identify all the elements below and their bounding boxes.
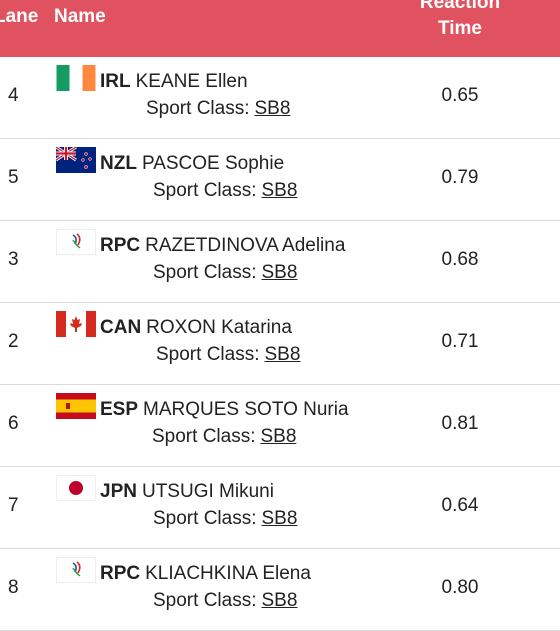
reaction-time-value: 0.65 [441, 85, 479, 106]
results-table-header: Lane Name Reaction Time [0, 0, 560, 57]
new-zealand-flag-icon [56, 147, 96, 173]
japan-flag-icon [56, 475, 96, 501]
lane-number: 5 [8, 167, 19, 188]
sport-class-link[interactable]: SB8 [261, 508, 298, 529]
sport-class-cell: Sport Class: SB8 [146, 98, 290, 120]
athlete-name-cell: ESP MARQUES SOTO Nuria [56, 393, 349, 421]
athlete-name-cell: JPN UTSUGI Mikuni [56, 475, 274, 503]
athlete-name-link[interactable]: ROXON Katarina [146, 317, 292, 338]
table-row[interactable]: 8 RPC KLIACHKINA Elena Sport Class: SB8 0.… [0, 549, 560, 631]
sport-class-cell: Sport Class: SB8 [153, 180, 297, 202]
table-row[interactable]: 2 CAN ROXON Katarina Sport Class: SB8 0.71 [0, 303, 560, 385]
table-row[interactable]: 6 ESP MARQUES SOTO Nuria Sport Class: SB8 … [0, 385, 560, 467]
rpc-flag-icon [56, 557, 96, 583]
athlete-name-link[interactable]: KLIACHKINA Elena [145, 563, 311, 584]
sport-class-cell: Sport Class: SB8 [152, 426, 296, 448]
sport-class-cell: Sport Class: SB8 [156, 344, 300, 366]
reaction-time-value: 0.64 [441, 495, 479, 516]
table-row[interactable]: 4 IRL KEANE Ellen Sport Class: SB8 0.65 [0, 57, 560, 139]
sport-class-label: Sport Class: [153, 590, 257, 611]
ireland-flag-icon [56, 65, 96, 91]
athlete-name-link[interactable]: MARQUES SOTO Nuria [143, 399, 349, 420]
sport-class-link[interactable]: SB8 [264, 344, 301, 365]
reaction-time-value: 0.71 [441, 331, 479, 352]
reaction-time-column-header[interactable]: Reaction Time [395, 0, 525, 42]
noc-code: CAN [100, 317, 142, 338]
lane-number: 8 [8, 577, 19, 598]
noc-code: ESP [100, 399, 139, 420]
sport-class-label: Sport Class: [156, 344, 260, 365]
lane-number: 4 [8, 85, 19, 106]
table-row[interactable]: 7 JPN UTSUGI Mikuni Sport Class: SB8 0.64 [0, 467, 560, 549]
noc-code: RPC [100, 235, 141, 256]
rpc-flag-icon [56, 229, 96, 255]
reaction-time-value: 0.81 [441, 413, 479, 434]
sport-class-link[interactable]: SB8 [261, 590, 298, 611]
lane-number: 7 [8, 495, 19, 516]
lane-number: 3 [8, 249, 19, 270]
noc-code: NZL [100, 153, 137, 174]
athlete-name-cell: IRL KEANE Ellen [56, 65, 248, 93]
athlete-name-link[interactable]: KEANE Ellen [135, 71, 248, 92]
table-row[interactable]: 5 NZL PASCOE Sophie Sport Class: SB8 0.79 [0, 139, 560, 221]
athlete-name-link[interactable]: PASCOE Sophie [141, 153, 285, 174]
sport-class-label: Sport Class: [153, 262, 257, 283]
sport-class-link[interactable]: SB8 [254, 98, 291, 119]
noc-code: IRL [100, 71, 131, 92]
sport-class-link[interactable]: SB8 [261, 262, 298, 283]
sport-class-cell: Sport Class: SB8 [153, 508, 297, 530]
sport-class-label: Sport Class: [153, 508, 257, 529]
lane-column-header[interactable]: Lane [0, 6, 39, 27]
sport-class-link[interactable]: SB8 [260, 426, 297, 447]
sport-class-link[interactable]: SB8 [261, 180, 298, 201]
athlete-name-link[interactable]: UTSUGI Mikuni [141, 481, 274, 502]
athlete-name-link[interactable]: RAZETDINOVA Adelina [145, 235, 346, 256]
reaction-time-value: 0.80 [441, 577, 479, 598]
athlete-name-cell: RPC KLIACHKINA Elena [56, 557, 311, 585]
athlete-name-cell: NZL PASCOE Sophie [56, 147, 284, 175]
sport-class-label: Sport Class: [152, 426, 256, 447]
reaction-time-header-line2: Time [437, 18, 482, 39]
athlete-name-cell: CAN ROXON Katarina [56, 311, 292, 339]
sport-class-cell: Sport Class: SB8 [153, 590, 297, 612]
reaction-time-value: 0.68 [441, 249, 479, 270]
reaction-time-value: 0.79 [441, 167, 479, 188]
sport-class-label: Sport Class: [146, 98, 250, 119]
sport-class-cell: Sport Class: SB8 [153, 262, 297, 284]
lane-number: 2 [8, 331, 19, 352]
spain-flag-icon [56, 393, 96, 419]
canada-flag-icon [56, 311, 96, 337]
noc-code: JPN [100, 481, 137, 502]
athlete-name-cell: RPC RAZETDINOVA Adelina [56, 229, 345, 257]
lane-number: 6 [8, 413, 19, 434]
reaction-time-header-line1: Reaction [419, 0, 501, 13]
sport-class-label: Sport Class: [153, 180, 257, 201]
name-column-header[interactable]: Name [54, 6, 106, 27]
noc-code: RPC [100, 563, 141, 584]
table-row[interactable]: 3 RPC RAZETDINOVA Adelina Sport Class: SB8… [0, 221, 560, 303]
